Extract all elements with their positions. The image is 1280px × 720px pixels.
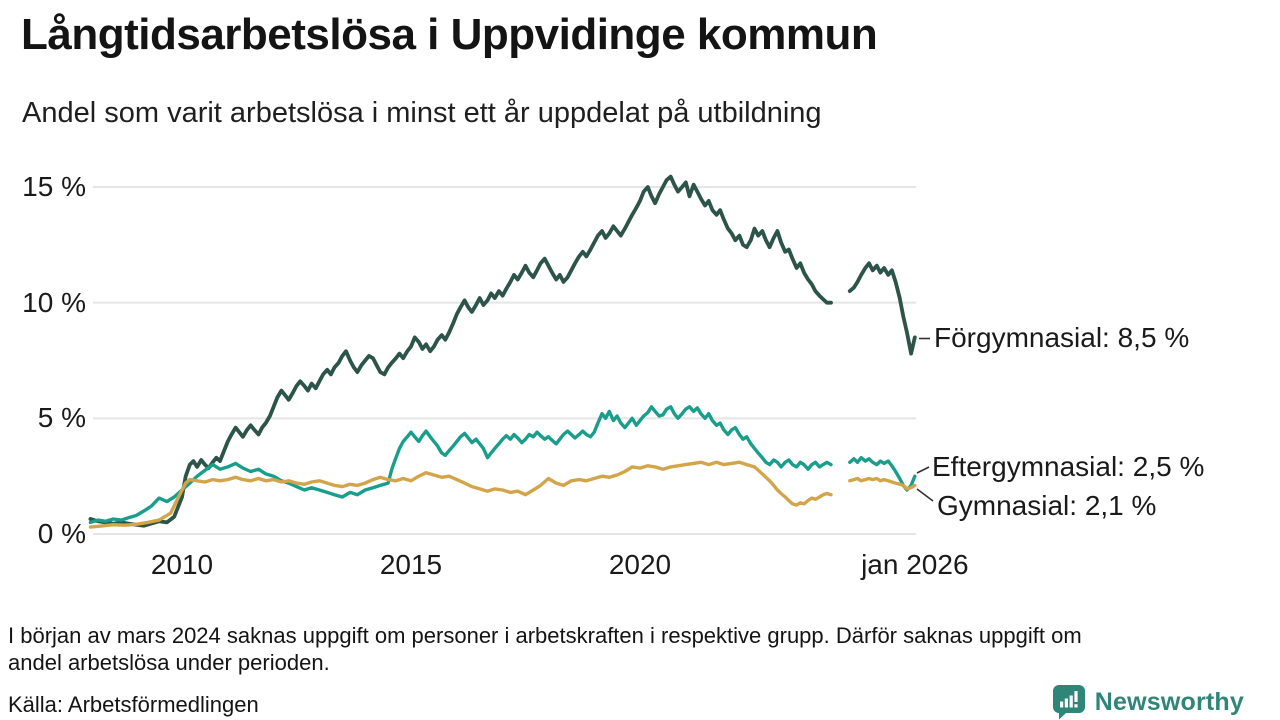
x-axis-tick-2026: jan 2026 [861, 549, 969, 580]
series-end-label-gymnasial: Gymnasial: 2,1 % [937, 490, 1157, 521]
y-axis-tick-5: 5 % [37, 402, 86, 434]
series-line-förgymnasial [88, 174, 833, 528]
series-line-förgymnasial [847, 261, 917, 356]
annotation-connector-eftergymnasial [916, 466, 930, 474]
y-axis-tick-10: 10 % [22, 286, 86, 318]
footnote-line-2: andel arbetslösa under perioden. [8, 650, 330, 675]
footnote-line-1: I början av mars 2024 saknas uppgift om … [8, 623, 1082, 648]
page-title: Långtidsarbetslösa i Uppvidinge kommun [21, 10, 878, 59]
newsworthy-brand: Newsworthy [1052, 684, 1244, 720]
y-axis-tick-15: 15 % [22, 171, 86, 202]
newsworthy-logo-icon [1052, 685, 1085, 720]
series-line-gymnasial [848, 476, 917, 491]
series-line-gymnasial [88, 460, 833, 529]
x-axis-tick-2020: 2020 [608, 549, 672, 580]
chart-subtitle: Andel som varit arbetslösa i minst ett å… [22, 97, 822, 129]
y-axis-tick-0: 0 % [37, 518, 86, 549]
annotation-connector-gymnasial [916, 488, 934, 502]
series-end-label-eftergymnasial: Eftergymnasial: 2,5 % [932, 451, 1205, 482]
x-axis-tick-2015: 2015 [379, 549, 443, 580]
x-axis-tick-2010: 2010 [150, 549, 214, 580]
series-end-label-förgymnasial: Förgymnasial: 8,5 % [934, 322, 1190, 353]
newsworthy-logo-text: Newsworthy [1094, 687, 1244, 716]
source-label: Källa: Arbetsförmedlingen [8, 692, 259, 717]
